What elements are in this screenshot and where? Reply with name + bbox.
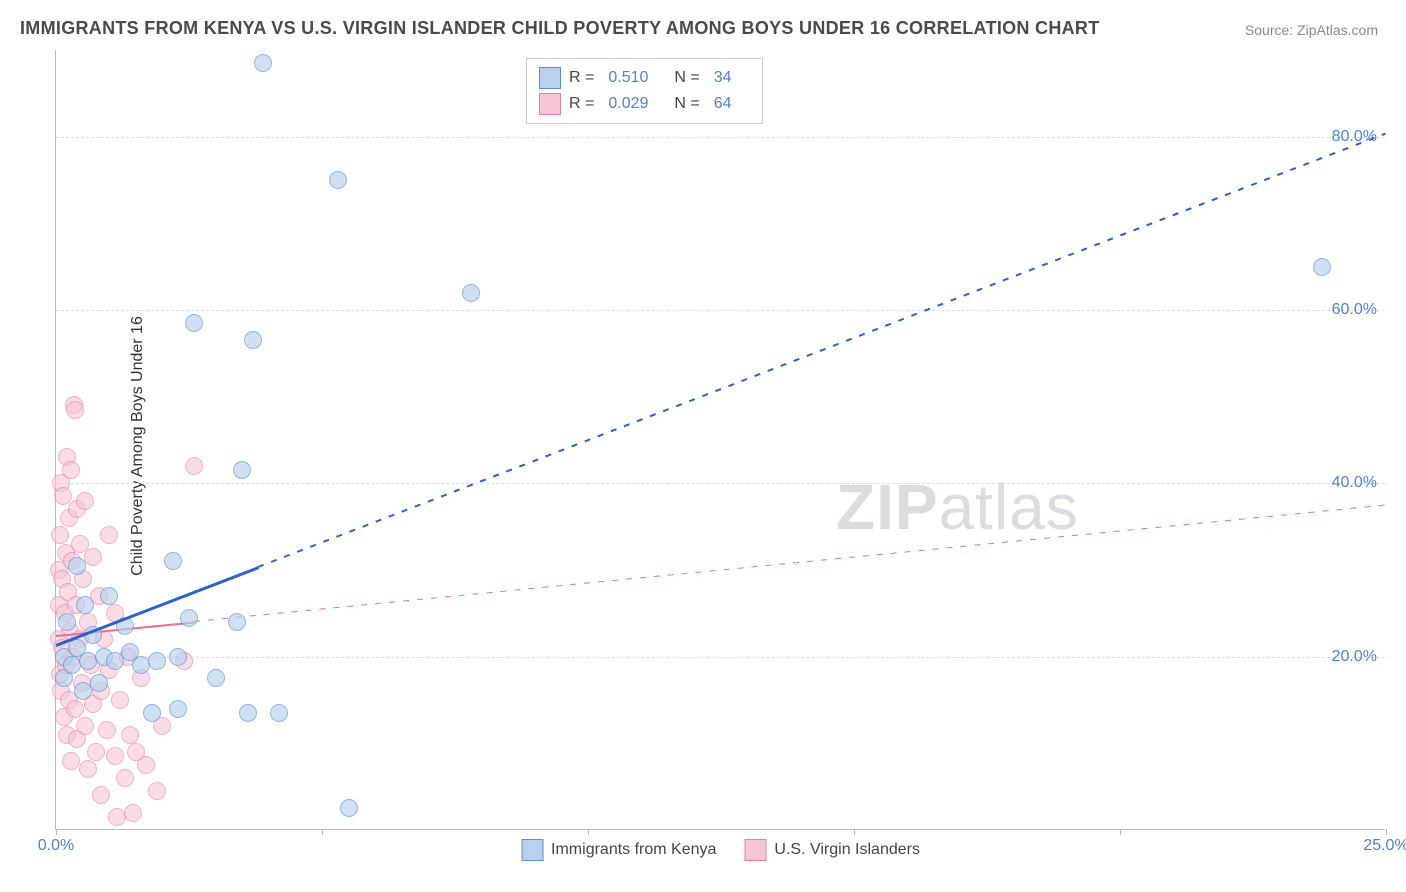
data-point: [66, 700, 84, 718]
data-point: [76, 596, 94, 614]
data-point: [340, 799, 358, 817]
data-point: [124, 804, 142, 822]
watermark: ZIPatlas: [836, 470, 1079, 544]
data-point: [148, 782, 166, 800]
data-point: [207, 669, 225, 687]
data-point: [98, 721, 116, 739]
legend-n-label: N =: [674, 65, 699, 91]
legend-n-label: N =: [674, 91, 699, 117]
legend-r-label: R =: [569, 65, 594, 91]
y-tick-label: 80.0%: [1332, 128, 1377, 146]
watermark-zip: ZIP: [836, 471, 939, 543]
x-tick-label: 0.0%: [38, 837, 74, 855]
data-point: [148, 652, 166, 670]
x-tick-mark: [1120, 829, 1121, 835]
chart-title: IMMIGRANTS FROM KENYA VS U.S. VIRGIN ISL…: [20, 18, 1100, 39]
data-point: [111, 691, 129, 709]
data-point: [462, 284, 480, 302]
x-tick-mark: [1386, 829, 1387, 835]
data-point: [228, 613, 246, 631]
data-point: [76, 492, 94, 510]
legend-item: U.S. Virgin Islanders: [744, 839, 920, 861]
gridline: [56, 310, 1385, 311]
source-label: Source:: [1245, 22, 1293, 38]
x-tick-mark: [322, 829, 323, 835]
legend-swatch: [521, 839, 543, 861]
watermark-atlas: atlas: [939, 471, 1079, 543]
data-point: [58, 613, 76, 631]
legend-swatch: [539, 93, 561, 115]
data-point: [66, 401, 84, 419]
data-point: [169, 648, 187, 666]
data-point: [121, 726, 139, 744]
data-point: [68, 557, 86, 575]
legend-item: Immigrants from Kenya: [521, 839, 716, 861]
gridline: [56, 483, 1385, 484]
source-attribution: Source: ZipAtlas.com: [1245, 22, 1378, 38]
y-tick-label: 20.0%: [1332, 648, 1377, 666]
data-point: [244, 331, 262, 349]
data-point: [239, 704, 257, 722]
legend-row: R = 0.510 N = 34: [539, 65, 750, 91]
data-point: [62, 461, 80, 479]
correlation-legend: R = 0.510 N = 34 R = 0.029 N = 64: [526, 58, 763, 124]
legend-r-label: R =: [569, 91, 594, 117]
legend-r-value: 0.029: [608, 91, 648, 117]
data-point: [87, 743, 105, 761]
data-point: [169, 700, 187, 718]
legend-swatch: [539, 67, 561, 89]
data-point: [137, 756, 155, 774]
data-point: [51, 526, 69, 544]
legend-row: R = 0.029 N = 64: [539, 91, 750, 117]
scatter-plot: ZIPatlas R =0.510N =34R =0.029N =64 Immi…: [55, 50, 1385, 830]
data-point: [90, 674, 108, 692]
data-point: [100, 526, 118, 544]
data-point: [143, 704, 161, 722]
data-point: [180, 609, 198, 627]
gridline: [56, 137, 1385, 138]
data-point: [1313, 258, 1331, 276]
series-legend: Immigrants from Kenya U.S. Virgin Islande…: [521, 839, 920, 861]
data-point: [84, 548, 102, 566]
data-point: [116, 769, 134, 787]
y-tick-label: 60.0%: [1332, 301, 1377, 319]
data-point: [185, 457, 203, 475]
data-point: [62, 752, 80, 770]
legend-series-name: U.S. Virgin Islanders: [774, 841, 920, 859]
trend-line: [258, 132, 1387, 567]
data-point: [185, 314, 203, 332]
data-point: [254, 54, 272, 72]
data-point: [270, 704, 288, 722]
data-point: [329, 171, 347, 189]
data-point: [233, 461, 251, 479]
legend-swatch: [744, 839, 766, 861]
legend-series-name: Immigrants from Kenya: [551, 841, 716, 859]
source-value: ZipAtlas.com: [1297, 22, 1378, 38]
legend-r-value: 0.510: [608, 65, 648, 91]
y-tick-label: 40.0%: [1332, 474, 1377, 492]
data-point: [164, 552, 182, 570]
x-tick-mark: [588, 829, 589, 835]
data-point: [100, 587, 118, 605]
data-point: [79, 760, 97, 778]
data-point: [92, 786, 110, 804]
x-tick-mark: [854, 829, 855, 835]
x-tick-label: 25.0%: [1363, 837, 1406, 855]
x-tick-mark: [56, 829, 57, 835]
data-point: [106, 747, 124, 765]
legend-n-value: 64: [714, 91, 732, 117]
legend-n-value: 34: [714, 65, 732, 91]
data-point: [76, 717, 94, 735]
gridline: [56, 657, 1385, 658]
